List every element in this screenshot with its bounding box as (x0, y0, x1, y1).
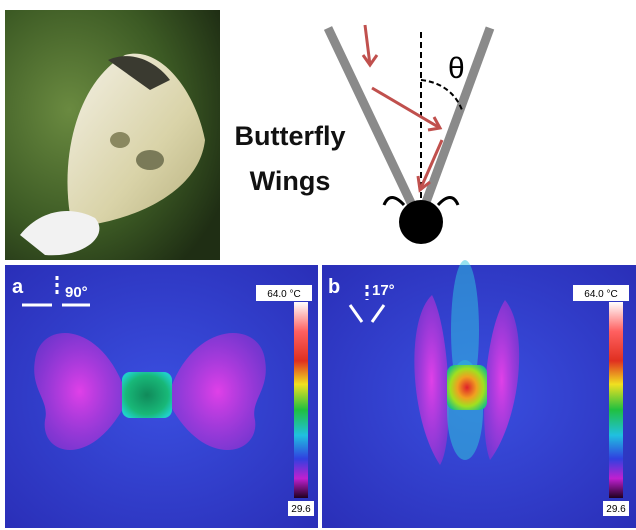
angle-symbol: θ (448, 52, 465, 85)
scale-max: 64.0 °C (267, 289, 300, 300)
panel-letter: b (328, 276, 340, 298)
diagram-label: Wings (250, 166, 331, 196)
panel-letter: a (12, 276, 24, 298)
thermal-panel-b: b 17° 64.0 °C 29.6 (322, 260, 636, 528)
wing-diagram: Butterfly Wings θ (234, 24, 495, 244)
scale-max: 64.0 °C (584, 289, 617, 300)
scale-min: 29.6 (291, 504, 311, 515)
thermal-panel-a: a 90° 64.0 °C 29.6 (5, 265, 318, 528)
angle-label: 17° (372, 282, 395, 299)
scale-min: 29.6 (606, 504, 626, 515)
diagram-label: Butterfly (234, 121, 345, 151)
angle-label: 90° (65, 284, 88, 301)
butterfly-photo (5, 10, 220, 260)
